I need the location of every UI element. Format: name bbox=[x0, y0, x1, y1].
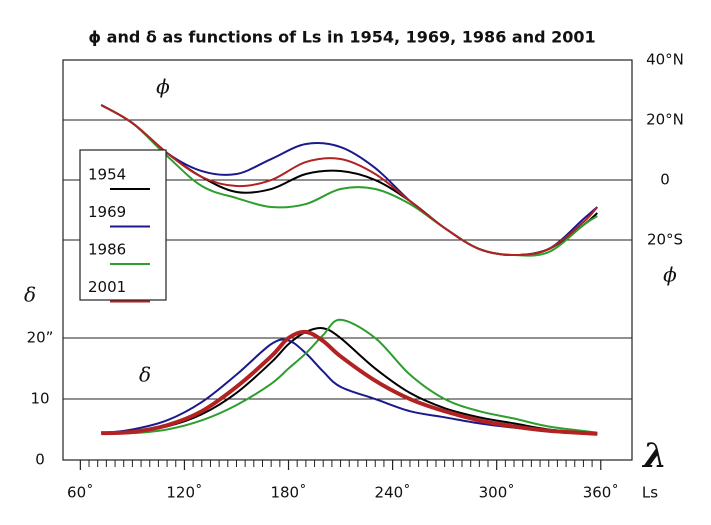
series-line bbox=[101, 327, 598, 435]
series-line bbox=[101, 338, 598, 435]
legend-label: 1969 bbox=[88, 203, 126, 221]
series-line bbox=[101, 329, 598, 436]
chart-title: ϕ and δ as functions of Ls in 1954, 1969… bbox=[88, 28, 595, 47]
series-line bbox=[100, 104, 599, 257]
y2-tick-label: 40°N bbox=[646, 51, 684, 69]
series-line bbox=[100, 104, 598, 257]
x-axis-label: Ls bbox=[642, 484, 658, 502]
x-axis-symbol: λ bbox=[641, 436, 667, 476]
x-tick-label: 180˚ bbox=[270, 484, 306, 502]
x-tick-label: 120˚ bbox=[166, 484, 202, 502]
phi-annotation: ϕ bbox=[156, 75, 170, 99]
y2-tick-label: 20°S bbox=[647, 231, 683, 249]
y2-tick-label: 0 bbox=[660, 171, 670, 189]
y-tick-label: 20” bbox=[27, 329, 54, 347]
x-tick-label: 60˚ bbox=[67, 484, 94, 502]
delta-annotation: δ bbox=[139, 363, 151, 387]
y-tick-label: 10 bbox=[30, 390, 49, 408]
y2-tick-label: 20°N bbox=[646, 111, 684, 129]
x-tick-label: 300˚ bbox=[479, 484, 515, 502]
y2-axis-label: ϕ bbox=[663, 263, 677, 287]
legend-label: 1986 bbox=[88, 241, 126, 259]
series-line bbox=[101, 318, 598, 435]
y-axis-label: δ bbox=[24, 283, 36, 307]
y-tick-label: 0 bbox=[35, 451, 45, 469]
legend-label: 1954 bbox=[88, 166, 126, 184]
legend-box bbox=[79, 149, 167, 301]
x-tick-label: 360˚ bbox=[583, 484, 619, 502]
x-tick-label: 240˚ bbox=[375, 484, 411, 502]
legend-label: 2001 bbox=[88, 278, 126, 296]
